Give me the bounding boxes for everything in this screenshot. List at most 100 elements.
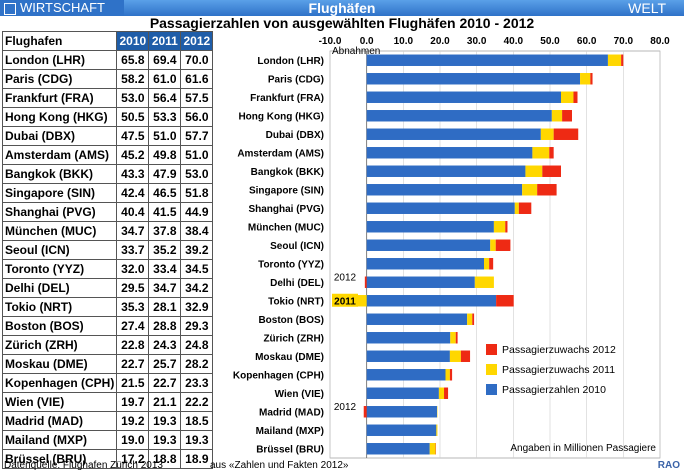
table-row: Seoul (ICN) 33.7 35.2 39.2: [1, 240, 214, 260]
passenger-value-cell: 44.9: [180, 202, 214, 222]
airport-name-cell: Madrid (MAD): [1, 411, 118, 431]
y-category-label: Shanghai (PVG): [248, 204, 324, 215]
bar-growth-2011: [580, 73, 591, 85]
passenger-value-cell: 45.2: [116, 145, 150, 165]
legend-swatch: [486, 364, 497, 375]
y-category-label: Singapore (SIN): [249, 185, 324, 196]
passenger-value-cell: 43.3: [116, 164, 150, 184]
passenger-value-cell: 37.8: [148, 221, 182, 241]
bar-2010: [366, 165, 526, 177]
bar-2010: [366, 73, 581, 85]
bar-2010: [366, 443, 430, 455]
passenger-value-cell: 33.7: [116, 240, 150, 260]
y-category-label: Kopenhagen (CPH): [233, 370, 324, 381]
table-row: München (MUC) 34.7 37.8 38.4: [1, 221, 214, 241]
category-icon: [4, 2, 16, 15]
table-row: Wien (VIE) 19.7 21.1 22.2: [1, 392, 214, 412]
bar-growth-2011: [445, 369, 450, 381]
passenger-value-cell: 51.0: [180, 145, 214, 165]
airport-name-cell: Dubai (DBX): [1, 126, 118, 146]
bar-2010: [366, 221, 494, 233]
passenger-value-cell: 58.2: [116, 69, 150, 89]
passenger-value-cell: 22.2: [180, 392, 214, 412]
passenger-value-cell: 22.7: [116, 354, 150, 374]
bar-growth-2012: [553, 128, 579, 140]
passenger-value-cell: 28.8: [148, 316, 182, 336]
bar-2010: [366, 276, 475, 288]
airport-name-cell: Frankfurt (FRA): [1, 88, 118, 108]
passenger-value-cell: 23.3: [180, 373, 214, 393]
passenger-value-cell: 19.3: [180, 430, 214, 450]
airport-name-cell: Singapore (SIN): [1, 183, 118, 203]
bar-2010: [366, 369, 446, 381]
bar-growth-2012: [455, 332, 458, 344]
table-header-cell: 2011: [148, 31, 182, 51]
bar-growth-2011: [490, 239, 496, 251]
bar-growth-2012: [505, 221, 508, 233]
passenger-value-cell: 19.2: [116, 411, 150, 431]
passenger-value-cell: 25.7: [148, 354, 182, 374]
passenger-value-cell: 53.0: [180, 164, 214, 184]
airport-name-cell: Bangkok (BKK): [1, 164, 118, 184]
y-category-label: Seoul (ICN): [270, 241, 324, 252]
table-row: Amsterdam (AMS) 45.2 49.8 51.0: [1, 145, 214, 165]
x-tick-label: 10.0: [394, 36, 414, 47]
passenger-value-cell: 21.5: [116, 373, 150, 393]
airport-name-cell: Shanghai (PVG): [1, 202, 118, 222]
table-row: Paris (CDG) 58.2 61.0 61.6: [1, 69, 214, 89]
bar-growth-2011: [436, 424, 438, 436]
category-label: WIRTSCHAFT: [0, 0, 124, 16]
passenger-value-cell: 57.7: [180, 126, 214, 146]
passenger-value-cell: 51.8: [180, 183, 214, 203]
table-row: Mailand (MXP) 19.0 19.3 19.3: [1, 430, 214, 450]
y-category-label: Paris (CDG): [268, 74, 324, 85]
bar-growth-2012: [542, 165, 561, 177]
x-tick-label: 30.0: [467, 36, 487, 47]
bar-2010: [366, 239, 491, 251]
passenger-value-cell: 29.5: [116, 278, 150, 298]
passenger-value-cell: 39.2: [180, 240, 214, 260]
data-table: Flughafen 2010 2011 2012 London (LHR) 65.8 69.…: [1, 31, 214, 469]
airport-name-cell: Tokio (NRT): [1, 297, 118, 317]
y-category-label: Frankfurt (FRA): [250, 93, 324, 104]
bar-growth-2011: [522, 184, 538, 196]
y-category-label: Amsterdam (AMS): [237, 148, 324, 159]
annotation-label: 2012: [334, 272, 357, 283]
bar-chart: -10.0 0.0 10.0 20.0 30.0 40.0 50.0 60.0 70.0 80.0…: [233, 36, 670, 459]
passenger-value-cell: 17.2: [116, 449, 150, 469]
y-category-label: Madrid (MAD): [259, 407, 324, 418]
passenger-value-cell: 18.9: [180, 449, 214, 469]
bar-growth-2012: [562, 110, 572, 122]
passenger-value-cell: 24.8: [180, 335, 214, 355]
passenger-value-cell: 24.3: [148, 335, 182, 355]
table-row: Tokio (NRT) 35.3 28.1 32.9: [1, 297, 214, 317]
bar-growth-2011: [532, 147, 550, 159]
header-bar: [0, 0, 684, 16]
passenger-value-cell: 56.0: [180, 107, 214, 127]
y-category-label: Hong Kong (HKG): [238, 111, 324, 122]
table-row: Delhi (DEL) 29.5 34.7 34.2: [1, 278, 214, 298]
annotation-box: [332, 293, 358, 307]
bar-growth-2011: [484, 258, 490, 270]
y-category-label: Boston (BOS): [258, 315, 324, 326]
bar-growth-2012: [590, 73, 593, 85]
airport-name-cell: Toronto (YYZ): [1, 259, 118, 279]
bar-growth-2011: [561, 91, 574, 103]
bar-growth-2012: [495, 239, 511, 251]
y-category-label: Zürich (ZRH): [263, 333, 324, 344]
passenger-value-cell: 34.2: [180, 278, 214, 298]
passenger-value-cell: 22.8: [116, 335, 150, 355]
passenger-value-cell: 29.3: [180, 316, 214, 336]
bar-growth-2012: [449, 369, 453, 381]
y-category-label: Mailand (MXP): [256, 426, 324, 437]
passenger-value-cell: 49.8: [148, 145, 182, 165]
passenger-value-cell: 33.4: [148, 259, 182, 279]
y-category-label: München (MUC): [248, 222, 324, 233]
passenger-value-cell: 42.4: [116, 183, 150, 203]
source-note: Datenquelle: Flughafen Zürich 2013: [4, 460, 163, 471]
bar-growth-2011: [438, 387, 445, 399]
x-tick-label: 40.0: [504, 36, 524, 47]
passenger-value-cell: 32.0: [116, 259, 150, 279]
passenger-value-cell: 61.0: [148, 69, 182, 89]
footer: Datenquelle: Flughafen Zürich 2013 aus «…: [0, 460, 684, 473]
